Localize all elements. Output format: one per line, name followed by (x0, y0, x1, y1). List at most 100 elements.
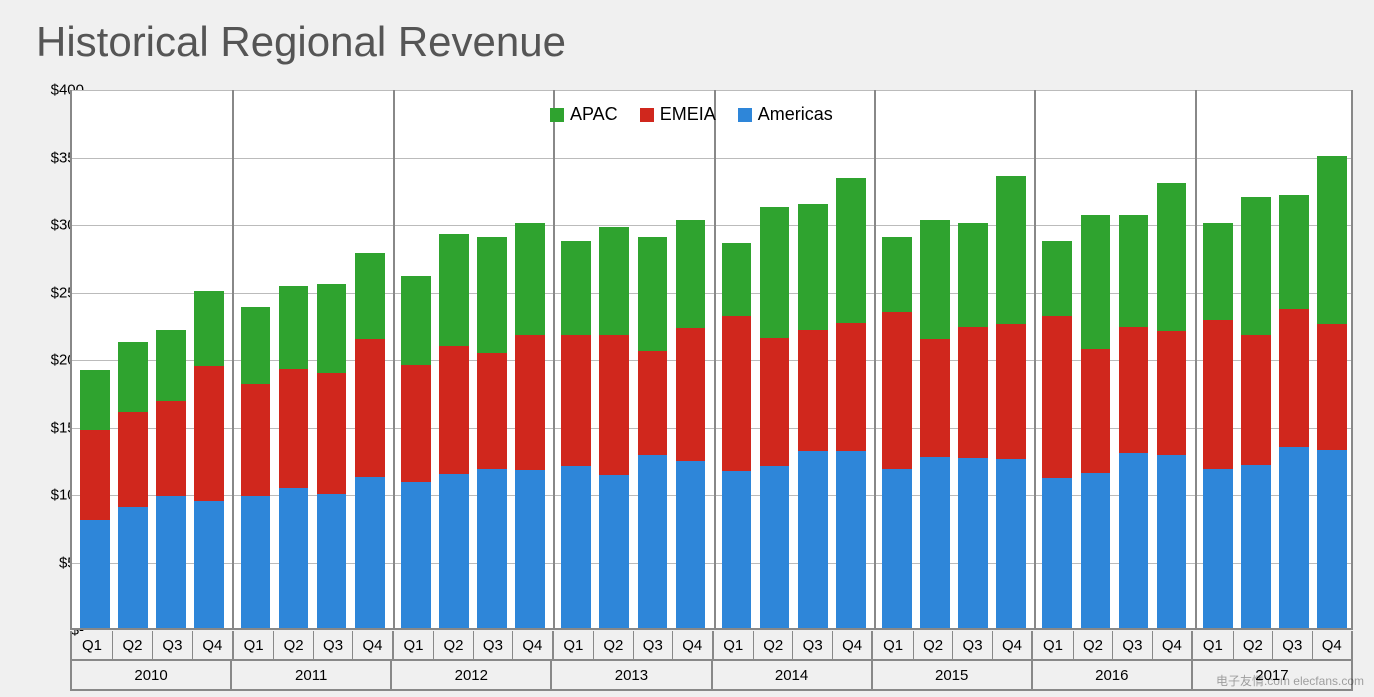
year-label: 2014 (711, 661, 871, 689)
bar-segment-emeia (722, 316, 752, 471)
bar-segment-americas (279, 488, 309, 628)
bar-segment-apac (355, 253, 385, 339)
quarter-label: Q4 (352, 631, 391, 659)
bar-segment-americas (798, 451, 828, 628)
bar-segment-apac (194, 291, 224, 367)
quarter-label: Q1 (1033, 631, 1072, 659)
year-label: 2012 (390, 661, 550, 689)
bar-slot (557, 90, 595, 628)
bar-stack (355, 253, 385, 628)
bar-stack (676, 220, 706, 628)
year-group (72, 90, 232, 628)
bar-slot (1114, 90, 1152, 628)
quarter-label: Q2 (433, 631, 472, 659)
bar-segment-emeia (156, 401, 186, 496)
bar-segment-apac (996, 176, 1026, 325)
bar-slot (1153, 90, 1191, 628)
bar-slot (152, 90, 190, 628)
bar-stack (241, 307, 271, 628)
bar-segment-americas (439, 474, 469, 628)
bar-slot (756, 90, 794, 628)
bar-segment-americas (882, 469, 912, 628)
bar-segment-americas (599, 475, 629, 628)
quarter-label: Q2 (1073, 631, 1112, 659)
bar-segment-emeia (1119, 327, 1149, 453)
bar-segment-apac (1203, 223, 1233, 320)
bar-segment-apac (1279, 195, 1309, 310)
bar-stack (1081, 215, 1111, 628)
bar-segment-emeia (279, 369, 309, 488)
bar-segment-apac (638, 237, 668, 352)
legend-item: APAC (550, 104, 618, 125)
bar-segment-americas (958, 458, 988, 628)
bar-segment-americas (561, 466, 591, 628)
bar-stack (1157, 183, 1187, 628)
bar-segment-apac (1081, 215, 1111, 349)
bar-slot (1038, 90, 1076, 628)
bar-stack (118, 342, 148, 628)
legend-label: APAC (570, 104, 618, 125)
bar-stack (1119, 215, 1149, 628)
bar-segment-apac (241, 307, 271, 384)
chart-container: { "title": "Historical Regional Revenue"… (0, 0, 1374, 697)
year-group (553, 90, 713, 628)
quarter-label: Q1 (554, 631, 593, 659)
bar-segment-emeia (561, 335, 591, 466)
bar-stack (477, 237, 507, 628)
bar-segment-americas (836, 451, 866, 628)
bar-stack (638, 237, 668, 628)
bar-stack (401, 276, 431, 628)
bar-segment-americas (1119, 453, 1149, 629)
bar-slot (794, 90, 832, 628)
bar-segment-emeia (798, 330, 828, 452)
quarter-label: Q2 (913, 631, 952, 659)
bar-segment-americas (80, 520, 110, 628)
bar-segment-emeia (920, 339, 950, 456)
bar-segment-emeia (638, 351, 668, 455)
bar-segment-americas (241, 496, 271, 628)
bar-slot (992, 90, 1030, 628)
quarter-label: Q1 (714, 631, 753, 659)
bar-segment-apac (1317, 156, 1347, 325)
legend-label: Americas (758, 104, 833, 125)
year-divider (393, 90, 395, 628)
bar-segment-emeia (194, 366, 224, 501)
quarter-group: Q1Q2Q3Q4 (712, 631, 872, 659)
bar-slot (313, 90, 351, 628)
bar-stack (80, 370, 110, 628)
bar-segment-apac (317, 284, 347, 373)
bar-segment-apac (1119, 215, 1149, 327)
bar-slot (397, 90, 435, 628)
bar-segment-apac (515, 223, 545, 335)
bar-segment-apac (1241, 197, 1271, 335)
quarter-label: Q3 (313, 631, 352, 659)
bar-segment-apac (156, 330, 186, 402)
bar-segment-americas (1317, 450, 1347, 628)
bar-stack (920, 220, 950, 628)
bar-slot (832, 90, 870, 628)
legend: APACEMEIAAmericas (550, 104, 833, 125)
bar-segment-americas (1081, 473, 1111, 628)
bar-slot (1313, 90, 1351, 628)
quarter-label: Q3 (473, 631, 512, 659)
bar-slot (718, 90, 756, 628)
year-label: 2016 (1031, 661, 1191, 689)
bar-segment-americas (1157, 455, 1187, 628)
bar-segment-apac (279, 286, 309, 368)
quarter-group: Q1Q2Q3Q4 (871, 631, 1031, 659)
quarter-group: Q1Q2Q3Q4 (232, 631, 392, 659)
bar-segment-apac (722, 243, 752, 316)
legend-swatch (738, 108, 752, 122)
quarter-label: Q4 (1312, 631, 1351, 659)
year-label: 2013 (550, 661, 710, 689)
bar-stack (317, 284, 347, 628)
bar-segment-apac (798, 204, 828, 330)
bar-segment-apac (477, 237, 507, 353)
bar-segment-apac (439, 234, 469, 346)
year-divider (232, 90, 234, 628)
legend-swatch (550, 108, 564, 122)
bar-segment-emeia (515, 335, 545, 470)
bar-stack (882, 237, 912, 628)
bar-segment-apac (118, 342, 148, 412)
bar-segment-emeia (80, 430, 110, 520)
